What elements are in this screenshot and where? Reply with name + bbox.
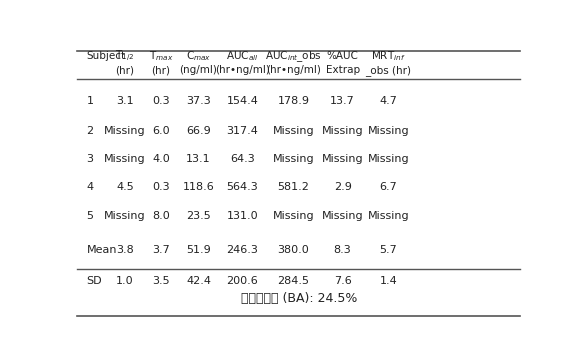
Text: T$_{1/2}$: T$_{1/2}$ bbox=[115, 49, 135, 64]
Text: 51.9: 51.9 bbox=[186, 245, 211, 255]
Text: 2.9: 2.9 bbox=[333, 182, 352, 191]
Text: AUC$_{int}$_obs: AUC$_{int}$_obs bbox=[265, 49, 322, 64]
Text: 564.3: 564.3 bbox=[226, 182, 258, 191]
Text: C$_{max}$: C$_{max}$ bbox=[186, 50, 211, 63]
Text: 3.5: 3.5 bbox=[152, 276, 170, 285]
Text: 42.4: 42.4 bbox=[186, 276, 211, 285]
Text: 1: 1 bbox=[86, 96, 93, 106]
Text: Missing: Missing bbox=[104, 154, 146, 163]
Text: 37.3: 37.3 bbox=[186, 96, 211, 106]
Text: Missing: Missing bbox=[367, 154, 409, 163]
Text: Missing: Missing bbox=[104, 126, 146, 135]
Text: 178.9: 178.9 bbox=[278, 96, 310, 106]
Text: 13.1: 13.1 bbox=[186, 154, 211, 163]
Text: (hr): (hr) bbox=[115, 65, 134, 75]
Text: 3: 3 bbox=[86, 154, 93, 163]
Text: 118.6: 118.6 bbox=[182, 182, 215, 191]
Text: Subject: Subject bbox=[86, 51, 125, 61]
Text: 317.4: 317.4 bbox=[226, 126, 258, 135]
Text: 생체이용률 (BA): 24.5%: 생체이용률 (BA): 24.5% bbox=[241, 292, 357, 305]
Text: 4: 4 bbox=[86, 182, 93, 191]
Text: 5: 5 bbox=[86, 211, 93, 221]
Text: Missing: Missing bbox=[322, 126, 363, 135]
Text: 1.0: 1.0 bbox=[116, 276, 134, 285]
Text: Missing: Missing bbox=[322, 211, 363, 221]
Text: MRT$_{inf}$: MRT$_{inf}$ bbox=[371, 50, 406, 63]
Text: 200.6: 200.6 bbox=[226, 276, 258, 285]
Text: 284.5: 284.5 bbox=[278, 276, 310, 285]
Text: _obs (hr): _obs (hr) bbox=[365, 65, 411, 76]
Text: Missing: Missing bbox=[273, 211, 314, 221]
Text: 3.1: 3.1 bbox=[116, 96, 134, 106]
Text: 3.7: 3.7 bbox=[152, 245, 170, 255]
Text: T$_{max}$: T$_{max}$ bbox=[149, 50, 173, 63]
Text: 246.3: 246.3 bbox=[226, 245, 258, 255]
Text: Missing: Missing bbox=[273, 154, 314, 163]
Text: AUC$_{all}$: AUC$_{all}$ bbox=[226, 50, 258, 63]
Text: 2: 2 bbox=[86, 126, 93, 135]
Text: 380.0: 380.0 bbox=[278, 245, 309, 255]
Text: 3.8: 3.8 bbox=[116, 245, 134, 255]
Text: (ng/ml): (ng/ml) bbox=[180, 65, 217, 75]
Text: Missing: Missing bbox=[273, 126, 314, 135]
Text: Mean: Mean bbox=[86, 245, 117, 255]
Text: Missing: Missing bbox=[322, 154, 363, 163]
Text: 6.7: 6.7 bbox=[380, 182, 397, 191]
Text: (hr): (hr) bbox=[152, 65, 170, 75]
Text: 64.3: 64.3 bbox=[230, 154, 255, 163]
Text: 7.6: 7.6 bbox=[333, 276, 352, 285]
Text: Missing: Missing bbox=[367, 211, 409, 221]
Text: 0.3: 0.3 bbox=[152, 96, 170, 106]
Text: %AUC: %AUC bbox=[326, 51, 359, 61]
Text: 4.5: 4.5 bbox=[116, 182, 134, 191]
Text: SD: SD bbox=[86, 276, 102, 285]
Text: 66.9: 66.9 bbox=[186, 126, 211, 135]
Text: 0.3: 0.3 bbox=[152, 182, 170, 191]
Text: Extrap: Extrap bbox=[325, 65, 360, 75]
Text: 4.7: 4.7 bbox=[380, 96, 397, 106]
Text: Missing: Missing bbox=[104, 211, 146, 221]
Text: (hr•ng/ml): (hr•ng/ml) bbox=[215, 65, 270, 75]
Text: Missing: Missing bbox=[367, 126, 409, 135]
Text: 154.4: 154.4 bbox=[226, 96, 258, 106]
Text: 13.7: 13.7 bbox=[330, 96, 355, 106]
Text: 6.0: 6.0 bbox=[152, 126, 170, 135]
Text: 8.0: 8.0 bbox=[152, 211, 170, 221]
Text: 23.5: 23.5 bbox=[186, 211, 211, 221]
Text: 1.4: 1.4 bbox=[380, 276, 397, 285]
Text: 4.0: 4.0 bbox=[152, 154, 170, 163]
Text: 581.2: 581.2 bbox=[278, 182, 310, 191]
Text: (hr•ng/ml): (hr•ng/ml) bbox=[266, 65, 321, 75]
Text: 5.7: 5.7 bbox=[380, 245, 397, 255]
Text: 8.3: 8.3 bbox=[333, 245, 352, 255]
Text: 131.0: 131.0 bbox=[227, 211, 258, 221]
